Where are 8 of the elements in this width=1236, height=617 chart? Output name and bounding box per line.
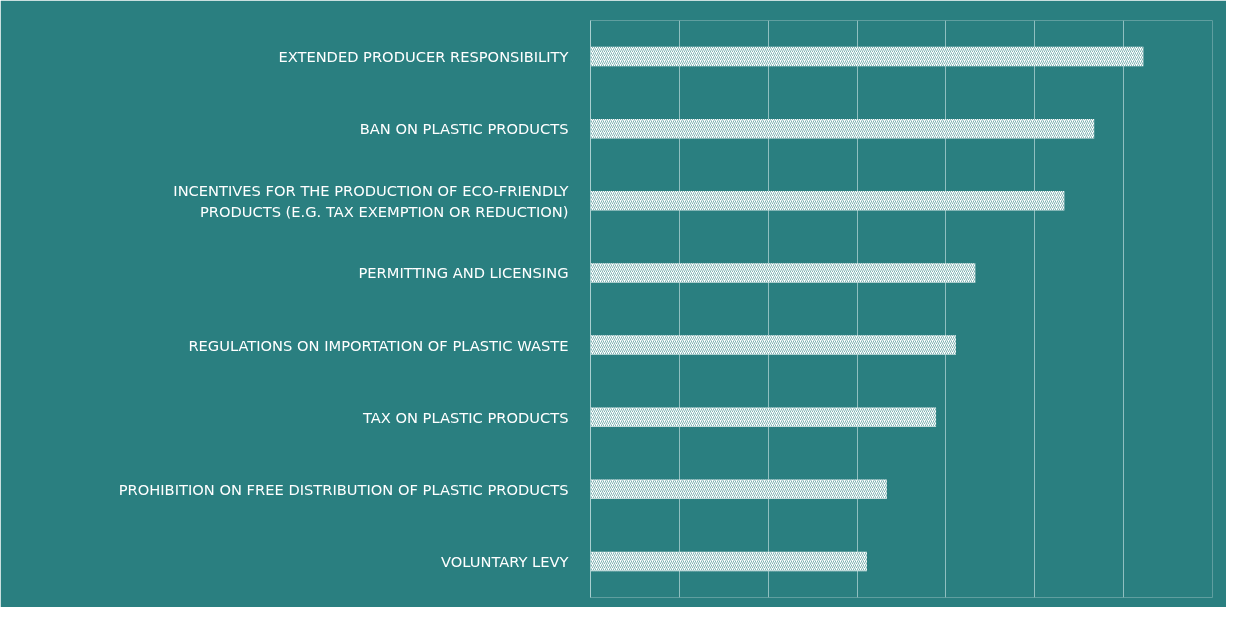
y-tick-label: REGULATIONS ON IMPORTATION OF PLASTIC WASTE (188, 336, 569, 354)
y-tick-label: PERMITTING AND LICENSING (358, 264, 569, 282)
y-tick-label: TAX ON PLASTIC PRODUCTS (361, 408, 569, 426)
y-tick-label: PROHIBITION ON FREE DISTRIBUTION OF PLASTIC PRODUCTS (118, 480, 569, 498)
y-tick-label: VOLUNTARY LEVY (440, 552, 569, 570)
y-tick-label: BAN ON PLASTIC PRODUCTS (359, 120, 569, 138)
y-tick-label: EXTENDED PRODUCER RESPONSIBILITY (278, 48, 569, 66)
y-tick-label: INCENTIVES FOR THE PRODUCTION OF ECO-FRIENDLY PRODUCTS (E.G. TAX EXEMPTION OR REDUCTION) (173, 182, 569, 220)
